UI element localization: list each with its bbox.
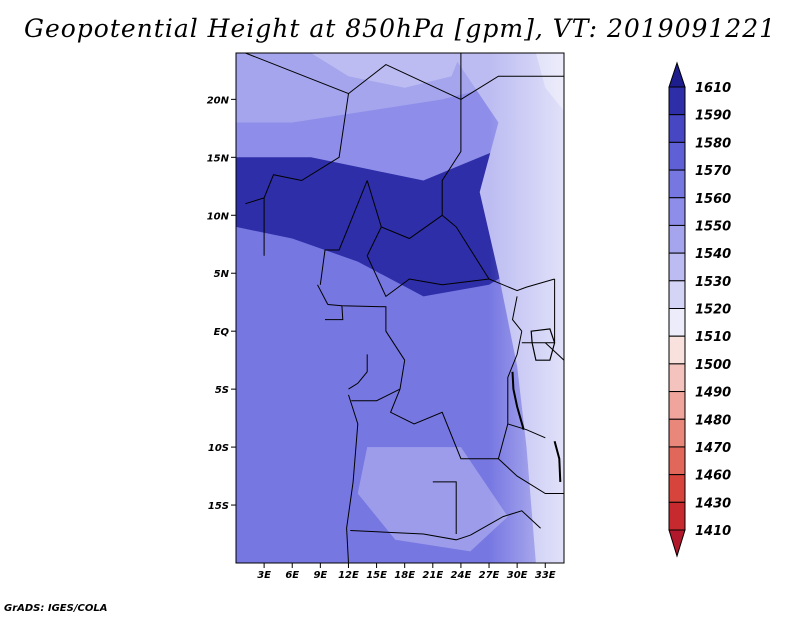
colorbar-label: 1470 <box>695 441 731 456</box>
x-tick-label: 9E <box>313 570 327 581</box>
border-line <box>432 481 457 534</box>
colorbar: 1410 1430 1460 1470 1480 1490 1500 1510 1520 1530… <box>668 61 731 558</box>
field-region <box>311 53 461 88</box>
colorbar-label: 1540 <box>695 247 731 262</box>
colorbar-cap-bottom <box>668 529 686 558</box>
colorbar-bin <box>668 308 686 337</box>
border-line <box>351 360 406 402</box>
colorbar-bin <box>668 391 686 420</box>
colorbar-cap-top <box>668 61 686 88</box>
colorbar-label: 1520 <box>695 303 731 318</box>
colorbar-label: 1570 <box>695 164 731 179</box>
border-line <box>319 180 368 285</box>
x-tick-label: 3E <box>257 570 271 581</box>
colorbar-label: 1460 <box>695 469 731 484</box>
border-line <box>511 296 523 332</box>
border-line <box>346 394 359 563</box>
y-tick-label: 15S <box>208 501 229 512</box>
field-plateau <box>357 447 508 552</box>
border-line <box>325 305 344 321</box>
border-line <box>460 75 564 100</box>
y-tick-label: 10S <box>208 443 229 454</box>
border-line <box>348 354 368 390</box>
x-axis: 3E 6E 9E 12E 15E 18E 21E 24E 27E 30E 33E <box>257 563 556 581</box>
colorbar-bin <box>668 169 686 199</box>
colorbar-bin <box>668 197 686 226</box>
colorbar-bin <box>668 252 686 282</box>
x-tick-label: 6E <box>285 570 299 581</box>
colorbar-label: 1580 <box>695 136 731 151</box>
colorbar-bin <box>668 363 686 393</box>
colorbar-bin <box>668 280 686 309</box>
border-line <box>317 284 329 305</box>
x-tick-label: 18E <box>394 570 415 581</box>
y-tick-label: 5S <box>215 385 229 396</box>
colorbar-bin <box>668 86 686 116</box>
x-tick-label: 24E <box>451 570 472 581</box>
y-tick-label: 5N <box>214 269 230 280</box>
lake-malawi <box>553 441 562 482</box>
y-axis: 20N 15N 10N 5N EQ 5S 10S 15S <box>207 95 236 512</box>
colorbar-bin <box>668 335 686 365</box>
border-line <box>470 510 541 536</box>
x-tick-label: 30E <box>507 570 528 581</box>
country-borders <box>245 53 564 563</box>
border-line <box>327 304 406 361</box>
colorbar-label: 1510 <box>695 330 731 345</box>
y-tick-label: 10N <box>207 211 230 222</box>
border-line <box>389 331 523 460</box>
x-tick-label: 33E <box>535 570 556 581</box>
border-line <box>350 530 471 541</box>
border-line <box>498 458 564 494</box>
y-tick-label: 15N <box>207 153 230 164</box>
colorbar-label: 1410 <box>695 524 731 539</box>
border-line <box>366 180 443 240</box>
x-tick-label: 12E <box>338 570 359 581</box>
colorbar-label: 1480 <box>695 413 731 428</box>
border-line <box>245 197 265 205</box>
colorbar-bin <box>668 474 686 503</box>
x-tick-label: 21E <box>422 570 443 581</box>
height-field <box>236 53 564 563</box>
x-tick-label: 15E <box>366 570 387 581</box>
colorbar-bin <box>668 114 686 143</box>
colorbar-bin <box>668 501 686 531</box>
colorbar-bin <box>668 141 686 171</box>
border-line <box>544 342 564 361</box>
border-line <box>263 93 349 256</box>
border-line <box>507 423 546 439</box>
border-line <box>366 226 490 298</box>
x-tick-label: 27E <box>479 570 500 581</box>
colorbar-label: 1590 <box>695 109 731 124</box>
colorbar-bin <box>668 446 686 476</box>
colorbar-label: 1490 <box>695 386 731 401</box>
lake-victoria <box>530 328 556 361</box>
y-tick-label: 20N <box>207 95 230 106</box>
colorbar-label: 1500 <box>695 358 731 373</box>
colorbar-label: 1610 <box>695 81 731 96</box>
border-line <box>245 53 462 100</box>
chart-title: Geopotential Height at 850hPa [gpm], VT:… <box>23 14 777 43</box>
field-east-gradient <box>489 53 564 563</box>
grads-credit: GrADS: IGES/COLA <box>4 603 108 614</box>
lake-tanganyika <box>511 371 525 430</box>
colorbar-bin <box>668 224 686 254</box>
plot-frame <box>235 52 565 564</box>
colorbar-label: 1560 <box>695 192 731 207</box>
colorbar-label: 1430 <box>695 496 731 511</box>
colorbar-label: 1530 <box>695 275 731 290</box>
y-tick-label: EQ <box>214 327 230 338</box>
colorbar-bin <box>668 418 686 448</box>
border-line <box>441 53 555 292</box>
colorbar-label: 1550 <box>695 219 731 234</box>
